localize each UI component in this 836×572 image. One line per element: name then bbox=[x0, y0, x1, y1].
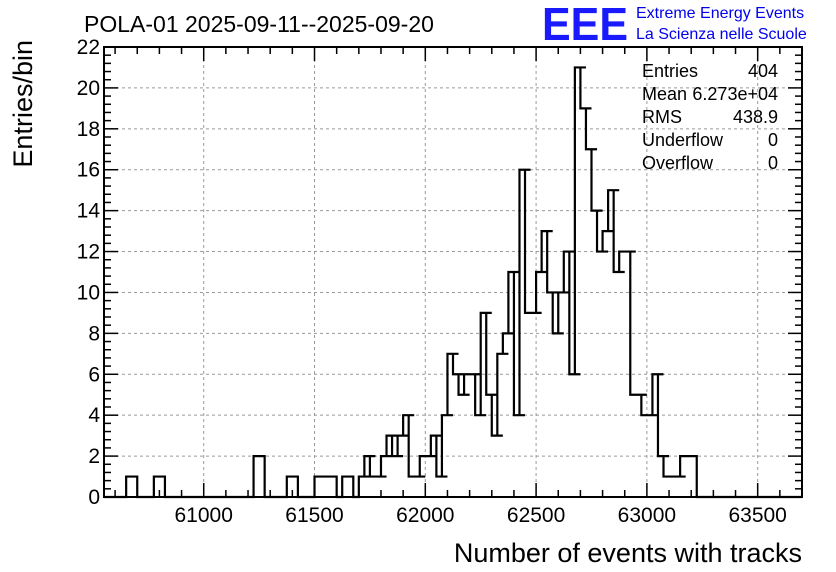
plot-frame bbox=[103, 46, 803, 498]
logo-line-2: La Scienza nelle Scuole bbox=[636, 26, 807, 43]
y-tick-label: 2 bbox=[88, 445, 100, 468]
stats-label-rms: RMS bbox=[642, 107, 682, 127]
y-tick-label: 6 bbox=[88, 363, 100, 386]
y-tick-label: 22 bbox=[77, 36, 100, 59]
histogram-bin bbox=[342, 477, 353, 497]
x-tick-label: 61500 bbox=[285, 504, 343, 527]
stats-label-mean: Mean bbox=[642, 84, 687, 104]
histogram-bin bbox=[126, 477, 137, 497]
y-axis-title: Entries/bin bbox=[8, 40, 38, 168]
stats-value-mean: 6.273e+04 bbox=[692, 84, 778, 104]
x-tick-label: 61000 bbox=[175, 504, 233, 527]
axis-ticks: 61000 61500 62000 62500 63000 63500 0 2 4 6 8 10 12 1… bbox=[77, 36, 803, 527]
stats-value-underflow: 0 bbox=[768, 130, 778, 150]
histogram-bin bbox=[315, 477, 326, 497]
chart-title: POLA-01 2025-09-11--2025-09-20 bbox=[84, 11, 434, 37]
plot-area bbox=[104, 47, 802, 497]
stats-label-overflow: Overflow bbox=[642, 153, 714, 173]
y-tick-label: 8 bbox=[88, 322, 100, 345]
histogram-bin bbox=[254, 456, 265, 497]
stats-value-overflow: 0 bbox=[768, 153, 778, 173]
stats-box: Entries 404 Mean 6.273e+04 RMS 438.9 Und… bbox=[642, 61, 778, 173]
x-tick-label: 63000 bbox=[618, 504, 676, 527]
x-axis-title: Number of events with tracks bbox=[454, 538, 802, 568]
x-tick-label: 63500 bbox=[728, 504, 786, 527]
y-tick-label: 18 bbox=[77, 118, 100, 141]
y-tick-label: 20 bbox=[77, 77, 100, 100]
histogram-bin bbox=[326, 477, 337, 497]
histogram-outline bbox=[104, 66, 802, 499]
stats-value-entries: 404 bbox=[748, 61, 778, 81]
y-tick-label: 16 bbox=[77, 159, 100, 182]
stats-label-underflow: Underflow bbox=[642, 130, 724, 150]
stats-label-entries: Entries bbox=[642, 61, 698, 81]
y-tick-label: 0 bbox=[88, 486, 100, 509]
y-tick-label: 14 bbox=[77, 200, 101, 223]
stats-value-rms: 438.9 bbox=[733, 107, 778, 127]
eee-logo-mark: EEE bbox=[542, 0, 628, 50]
y-tick-label: 12 bbox=[77, 241, 100, 264]
y-tick-label: 4 bbox=[88, 404, 100, 427]
eee-logo: EEE Extreme Energy Events La Scienza nel… bbox=[542, 0, 807, 50]
x-tick-label: 62500 bbox=[507, 504, 565, 527]
x-tick-label: 62000 bbox=[396, 504, 454, 527]
logo-line-1: Extreme Energy Events bbox=[636, 5, 804, 22]
y-tick-label: 10 bbox=[77, 281, 100, 304]
